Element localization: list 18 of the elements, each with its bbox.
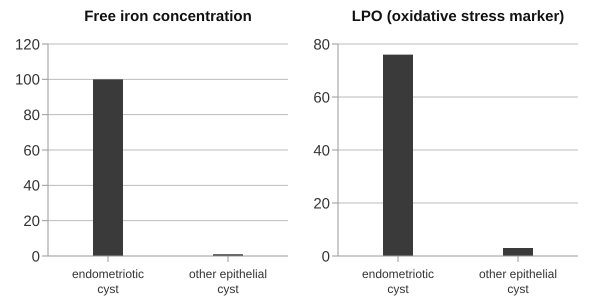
y-tick-label: 80: [313, 36, 330, 54]
y-tick-label: 20: [313, 195, 330, 212]
y-tick-label: 40: [23, 178, 40, 195]
y-tick-label: 60: [23, 142, 40, 160]
y-tick-label: 40: [313, 142, 330, 160]
x-tick-label: other epithelial cyst: [188, 267, 268, 296]
y-tick-label: 80: [23, 106, 40, 124]
x-tick-label: endometriotic cyst: [72, 267, 144, 296]
y-tick-label: 120: [14, 36, 40, 54]
y-tick-label: 0: [32, 248, 40, 266]
y-tick-label: 60: [313, 89, 330, 106]
chart-title: LPO (oxidative stress marker): [350, 8, 566, 27]
y-tick-label: 20: [23, 212, 40, 230]
x-tick-label: other epithelial cyst: [478, 267, 558, 296]
y-tick-label: 0: [322, 248, 330, 266]
y-tick-label: 100: [14, 72, 40, 89]
x-tick-label: endometriotic cyst: [362, 267, 434, 296]
chart-title: Free iron concentration: [83, 8, 253, 27]
